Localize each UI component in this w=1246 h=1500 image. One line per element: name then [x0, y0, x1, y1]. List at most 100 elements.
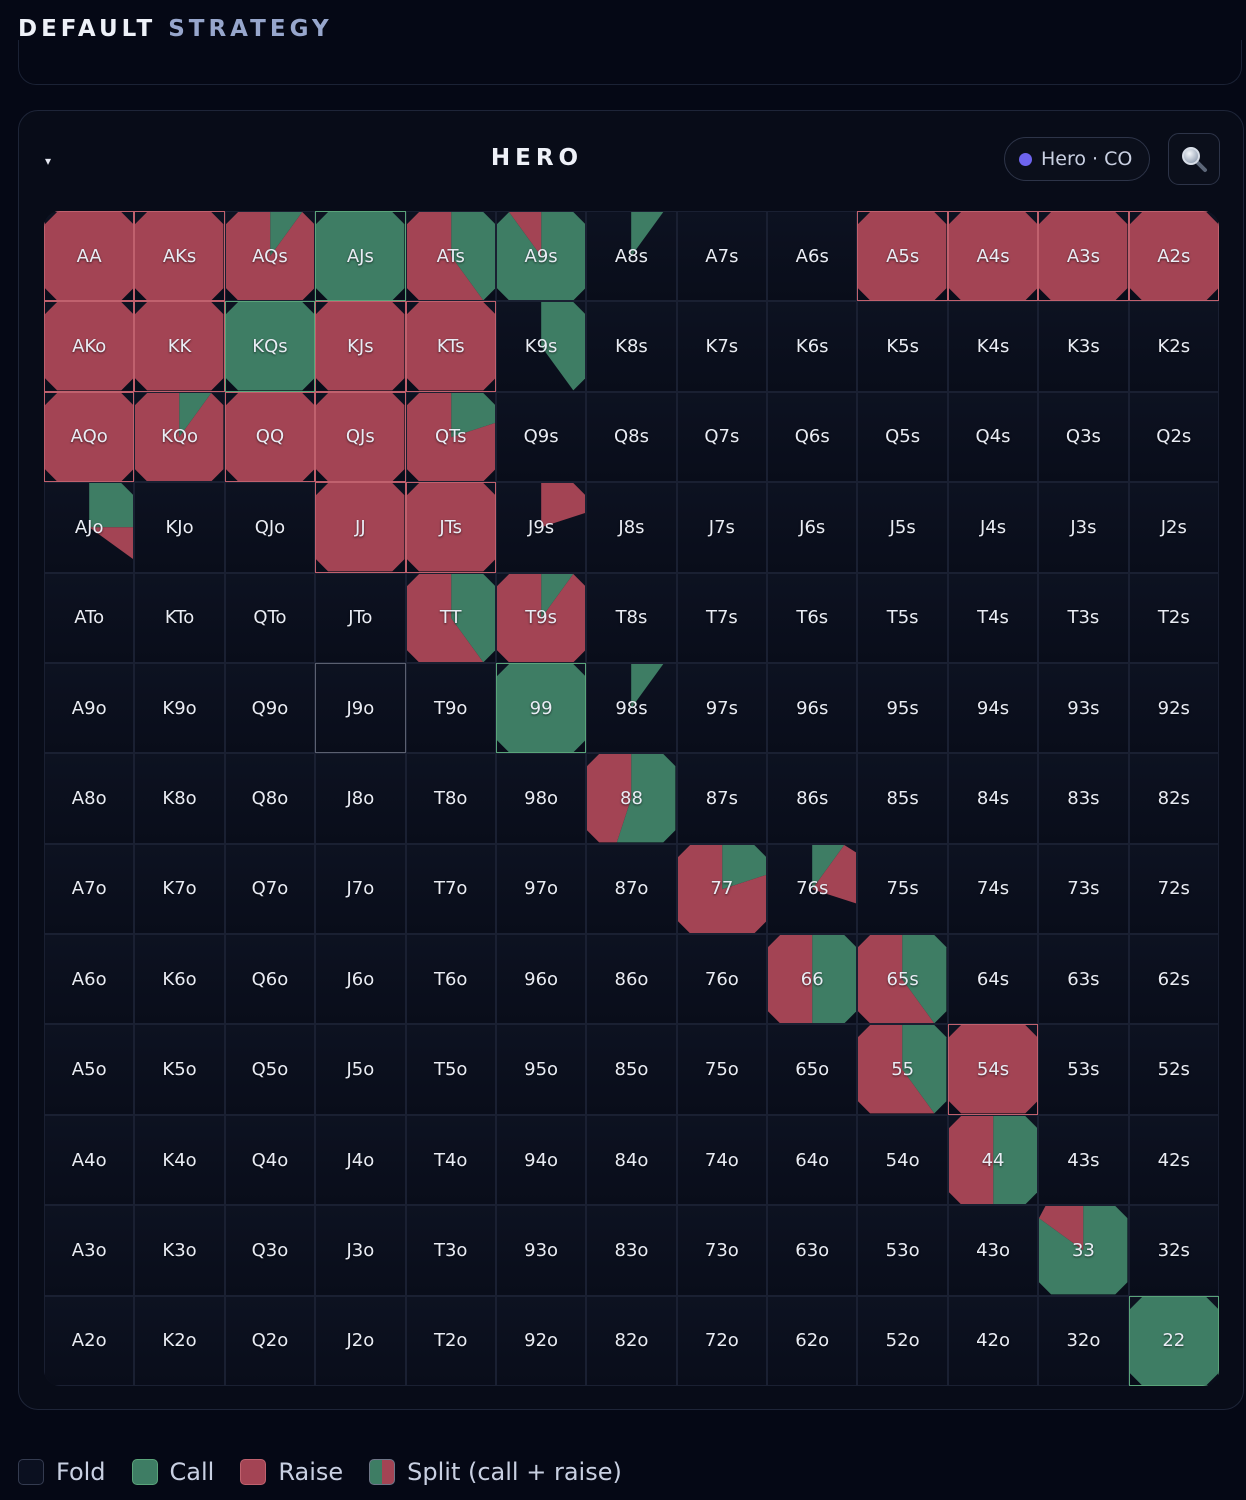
- hand-cell-A8o[interactable]: A8o: [44, 753, 135, 844]
- hand-cell-A2o[interactable]: A2o: [44, 1295, 135, 1386]
- hand-cell-T9s[interactable]: T9s: [495, 572, 587, 663]
- hand-cell-K7s[interactable]: K7s: [676, 301, 768, 392]
- hand-cell-A6o[interactable]: A6o: [44, 934, 135, 1025]
- hand-cell-T9o[interactable]: T9o: [405, 662, 496, 754]
- hand-cell-AKo[interactable]: AKo: [44, 301, 135, 392]
- hand-cell-93s[interactable]: 93s: [1038, 662, 1129, 754]
- hand-cell-A3o[interactable]: A3o: [44, 1205, 135, 1296]
- hand-cell-K6s[interactable]: K6s: [767, 301, 858, 392]
- hand-cell-76s[interactable]: 76s: [767, 843, 858, 935]
- hand-cell-KTs[interactable]: KTs: [405, 301, 496, 392]
- hand-cell-Q5o[interactable]: Q5o: [224, 1024, 316, 1115]
- hand-cell-Q4s[interactable]: Q4s: [947, 391, 1039, 483]
- hand-cell-QJs[interactable]: QJs: [315, 391, 406, 483]
- hand-cell-97s[interactable]: 97s: [676, 662, 768, 754]
- hand-cell-Q9s[interactable]: Q9s: [495, 391, 587, 483]
- hand-cell-52s[interactable]: 52s: [1128, 1024, 1219, 1115]
- hand-cell-32s[interactable]: 32s: [1128, 1205, 1219, 1296]
- hand-cell-Q8o[interactable]: Q8o: [224, 753, 316, 844]
- hand-cell-T4s[interactable]: T4s: [947, 572, 1039, 663]
- hand-cell-AQo[interactable]: AQo: [44, 391, 135, 483]
- hand-cell-K3s[interactable]: K3s: [1038, 301, 1129, 392]
- hand-cell-J6o[interactable]: J6o: [315, 934, 406, 1025]
- hand-cell-T4o[interactable]: T4o: [405, 1114, 496, 1206]
- hand-cell-98s[interactable]: 98s: [586, 662, 677, 754]
- hand-cell-T5s[interactable]: T5s: [857, 572, 948, 663]
- hand-cell-T3o[interactable]: T3o: [405, 1205, 496, 1296]
- hand-cell-53o[interactable]: 53o: [857, 1205, 948, 1296]
- hand-cell-Q9o[interactable]: Q9o: [224, 662, 316, 754]
- hand-cell-A9o[interactable]: A9o: [44, 662, 135, 754]
- hand-cell-86o[interactable]: 86o: [586, 934, 677, 1025]
- hand-cell-K5o[interactable]: K5o: [134, 1024, 225, 1115]
- hand-cell-83s[interactable]: 83s: [1038, 753, 1129, 844]
- hand-cell-43o[interactable]: 43o: [947, 1205, 1039, 1296]
- hand-cell-T2o[interactable]: T2o: [405, 1295, 496, 1386]
- hand-cell-K3o[interactable]: K3o: [134, 1205, 225, 1296]
- hand-cell-A7s[interactable]: A7s: [676, 211, 768, 302]
- hand-cell-AJo[interactable]: AJo: [44, 482, 135, 573]
- hand-cell-96o[interactable]: 96o: [495, 934, 587, 1025]
- hand-cell-K8o[interactable]: K8o: [134, 753, 225, 844]
- hand-cell-K7o[interactable]: K7o: [134, 843, 225, 935]
- hand-cell-AKs[interactable]: AKs: [134, 211, 225, 302]
- hand-cell-J4o[interactable]: J4o: [315, 1114, 406, 1206]
- hand-cell-65s[interactable]: 65s: [857, 934, 948, 1025]
- hand-cell-A5o[interactable]: A5o: [44, 1024, 135, 1115]
- hand-cell-Q3o[interactable]: Q3o: [224, 1205, 316, 1296]
- hand-cell-54o[interactable]: 54o: [857, 1114, 948, 1206]
- hand-cell-77[interactable]: 77: [676, 843, 768, 935]
- hand-cell-92o[interactable]: 92o: [495, 1295, 587, 1386]
- hand-cell-87o[interactable]: 87o: [586, 843, 677, 935]
- hand-cell-92s[interactable]: 92s: [1128, 662, 1219, 754]
- hand-cell-K2o[interactable]: K2o: [134, 1295, 225, 1386]
- hand-cell-43s[interactable]: 43s: [1038, 1114, 1129, 1206]
- hand-cell-73o[interactable]: 73o: [676, 1205, 768, 1296]
- hand-cell-K8s[interactable]: K8s: [586, 301, 677, 392]
- hand-cell-T7o[interactable]: T7o: [405, 843, 496, 935]
- hand-cell-72s[interactable]: 72s: [1128, 843, 1219, 935]
- hand-cell-J7s[interactable]: J7s: [676, 482, 768, 573]
- hand-cell-74s[interactable]: 74s: [947, 843, 1039, 935]
- hand-cell-KJs[interactable]: KJs: [315, 301, 406, 392]
- hand-cell-94s[interactable]: 94s: [947, 662, 1039, 754]
- hand-cell-82o[interactable]: 82o: [586, 1295, 677, 1386]
- hand-cell-32o[interactable]: 32o: [1038, 1295, 1129, 1386]
- hand-cell-Q6o[interactable]: Q6o: [224, 934, 316, 1025]
- hand-cell-Q4o[interactable]: Q4o: [224, 1114, 316, 1206]
- hand-cell-K2s[interactable]: K2s: [1128, 301, 1219, 392]
- hand-cell-T7s[interactable]: T7s: [676, 572, 768, 663]
- hand-cell-TT[interactable]: TT: [405, 572, 496, 663]
- hand-cell-J3o[interactable]: J3o: [315, 1205, 406, 1296]
- hand-cell-QTs[interactable]: QTs: [405, 391, 496, 483]
- hand-cell-98o[interactable]: 98o: [495, 753, 587, 844]
- hand-cell-83o[interactable]: 83o: [586, 1205, 677, 1296]
- hand-cell-J5o[interactable]: J5o: [315, 1024, 406, 1115]
- hand-cell-95s[interactable]: 95s: [857, 662, 948, 754]
- hand-cell-AA[interactable]: AA: [44, 211, 135, 302]
- hand-cell-J7o[interactable]: J7o: [315, 843, 406, 935]
- hand-cell-22[interactable]: 22: [1128, 1295, 1219, 1386]
- hand-cell-54s[interactable]: 54s: [947, 1024, 1039, 1115]
- hand-cell-84o[interactable]: 84o: [586, 1114, 677, 1206]
- hand-cell-JTs[interactable]: JTs: [405, 482, 496, 573]
- hand-cell-72o[interactable]: 72o: [676, 1295, 768, 1386]
- hand-cell-T5o[interactable]: T5o: [405, 1024, 496, 1115]
- hand-cell-KK[interactable]: KK: [134, 301, 225, 392]
- hand-cell-Q7o[interactable]: Q7o: [224, 843, 316, 935]
- hand-cell-Q8s[interactable]: Q8s: [586, 391, 677, 483]
- hand-cell-64s[interactable]: 64s: [947, 934, 1039, 1025]
- hand-cell-76o[interactable]: 76o: [676, 934, 768, 1025]
- hand-cell-87s[interactable]: 87s: [676, 753, 768, 844]
- hand-cell-KTo[interactable]: KTo: [134, 572, 225, 663]
- hand-cell-J2s[interactable]: J2s: [1128, 482, 1219, 573]
- hand-cell-73s[interactable]: 73s: [1038, 843, 1129, 935]
- hand-cell-A4s[interactable]: A4s: [947, 211, 1039, 302]
- hand-cell-A7o[interactable]: A7o: [44, 843, 135, 935]
- hand-cell-88[interactable]: 88: [586, 753, 677, 844]
- collapse-toggle-icon[interactable]: ▾: [45, 154, 52, 168]
- hand-cell-63s[interactable]: 63s: [1038, 934, 1129, 1025]
- hand-cell-AJs[interactable]: AJs: [315, 211, 406, 302]
- hand-cell-K5s[interactable]: K5s: [857, 301, 948, 392]
- player-position-chip[interactable]: Hero · CO: [1004, 137, 1151, 181]
